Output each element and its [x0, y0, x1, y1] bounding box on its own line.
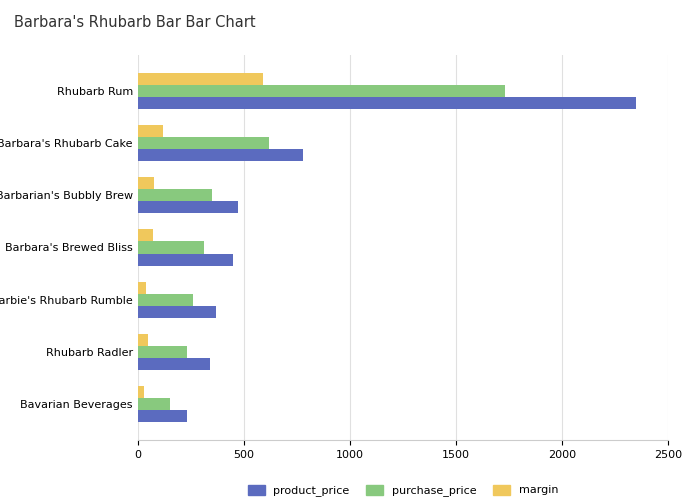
- Bar: [138, 358, 210, 370]
- Bar: [138, 96, 637, 108]
- Bar: [138, 306, 216, 318]
- Text: Barbara's Rhubarb Bar Bar Chart: Barbara's Rhubarb Bar Bar Chart: [14, 15, 256, 30]
- Bar: [138, 149, 303, 161]
- Bar: [138, 84, 505, 96]
- Bar: [138, 137, 269, 149]
- Bar: [138, 177, 154, 189]
- Bar: [138, 294, 193, 306]
- Legend: product_price, purchase_price, margin: product_price, purchase_price, margin: [243, 480, 563, 500]
- Bar: [138, 334, 148, 346]
- Bar: [138, 72, 263, 85]
- Bar: [138, 386, 144, 398]
- Bar: [138, 398, 169, 410]
- Bar: [138, 242, 203, 254]
- Bar: [138, 410, 187, 422]
- Bar: [138, 346, 187, 358]
- Bar: [138, 282, 146, 294]
- Bar: [138, 189, 212, 201]
- Bar: [138, 230, 153, 241]
- Bar: [138, 125, 163, 137]
- Bar: [138, 254, 234, 266]
- Bar: [138, 201, 238, 213]
